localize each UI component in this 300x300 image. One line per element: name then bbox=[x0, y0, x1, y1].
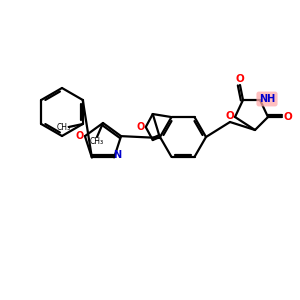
Text: NH: NH bbox=[259, 94, 275, 104]
Text: CH₃: CH₃ bbox=[57, 122, 71, 131]
Text: N: N bbox=[113, 150, 121, 161]
Text: O: O bbox=[76, 131, 84, 141]
Text: O: O bbox=[284, 112, 292, 122]
Text: O: O bbox=[236, 74, 244, 84]
Text: O: O bbox=[136, 122, 145, 132]
Text: CH₃: CH₃ bbox=[90, 137, 104, 146]
Text: O: O bbox=[226, 111, 234, 121]
